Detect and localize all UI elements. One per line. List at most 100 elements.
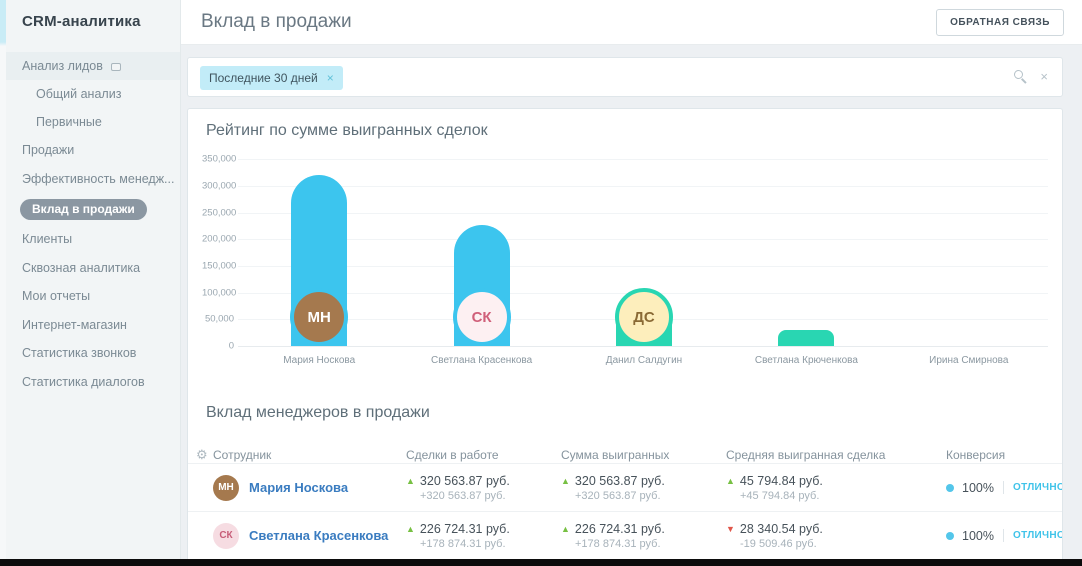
value-text: 226 724.31 руб. [574,521,665,536]
chart-ytick-4: 150,000 [202,260,237,272]
main-card: Рейтинг по сумме выигранных сделок 350,0… [187,108,1063,566]
employee-cell-1: СК Светлана Красенкова [213,522,406,549]
trend-up-icon: ▲ [561,523,570,534]
col-header-sum-won[interactable]: Сумма выигранных [561,448,670,462]
col-header-employee[interactable]: Сотрудник [213,448,272,462]
chart-avatar-0[interactable]: МН [290,288,349,346]
chart-ytick-7: 0 [228,340,234,352]
rating-badge[interactable]: ОТЛИЧНО [1012,530,1063,541]
conversion-divider [1002,481,1004,494]
chart-ytick-5: 100,000 [202,287,237,299]
trend-up-icon: ▲ [726,475,735,486]
sidebar: CRM-аналитика Анализ лидов Общий анализ Пе… [6,0,181,566]
conversion-value: 100% [962,528,994,543]
table-header: ⚙ Сотрудник Сделки в работе Сумма выигра… [188,447,1062,463]
delta-text: +178 874.31 руб. [575,537,661,550]
col-header-deals-in-work[interactable]: Сделки в работе [406,448,499,462]
sidebar-item-6[interactable]: Клиенты [22,232,73,246]
delta-text: +320 563.87 руб. [420,489,506,502]
value-text: 320 563.87 руб. [419,473,510,488]
deals-in-work-cell: ▲ 226 724.31 руб. +178 874.31 руб. [406,522,561,550]
chart-xlabel-0: Мария Носкова [283,355,356,366]
value-line: ▲ 320 563.87 руб. [406,474,561,488]
sidebar-nav: Анализ лидов Общий анализ Первичные Продажи… [6,52,180,396]
chart-gridline-1 [238,185,1048,187]
employee-name-link[interactable]: Светлана Красенкова [249,528,389,543]
value-line: ▲ 320 563.87 руб. [561,474,726,488]
sidebar-item-3[interactable]: Продажи [22,143,75,157]
filter-bar[interactable]: Последние 30 дней × × [187,57,1063,97]
chart-ytick-2: 250,000 [202,207,237,219]
trend-up-icon: ▲ [406,523,415,534]
conversion-value: 100% [962,480,994,495]
filter-clear-icon[interactable]: × [1040,69,1048,84]
chart-ytick-6: 50,000 [204,313,234,325]
trend-down-icon: ▼ [726,523,735,534]
delta-text: -19 509.46 руб. [740,537,817,550]
page-title: Вклад в продажи [201,11,352,32]
chip-close-icon[interactable]: × [326,71,334,85]
chart-avatar-1[interactable]: СК [452,288,511,346]
conversion-divider [1002,529,1004,542]
chart-ytick-1: 300,000 [202,180,237,192]
sidebar-item-1[interactable]: Общий анализ [36,87,122,101]
sidebar-item-7[interactable]: Сквозная аналитика [22,260,141,275]
avg-won-deal-cell: ▼ 28 340.54 руб. -19 509.46 руб. [726,522,946,550]
chart-avatar-2[interactable]: ДС [615,288,673,346]
conversion-cell-1: 100% ОТЛИЧНО [946,528,1063,543]
sidebar-item-8[interactable]: Мои отчеты [22,289,91,303]
app-brand: CRM-аналитика [22,13,141,30]
employee-name-link[interactable]: Мария Носкова [249,480,349,495]
sidebar-item-11[interactable]: Статистика диалогов [22,374,145,389]
table-row-1: СК Светлана Красенкова ▲ 226 724.31 руб. +17… [188,511,1062,559]
chart-gridline-2 [238,212,1048,214]
sum-won-cell: ▲ 320 563.87 руб. +320 563.87 руб. [561,474,726,502]
conversion-dot-icon [946,483,954,492]
value-line: ▲ 226 724.31 руб. [406,522,561,536]
value-text: 226 724.31 руб. [419,521,510,536]
sidebar-item-4[interactable]: Эффективность менедж... [22,171,175,186]
search-icon[interactable] [1014,70,1028,84]
col-header-avg-won-deal[interactable]: Средняя выигранная сделка [726,448,886,462]
filter-chip-label: Последние 30 дней [209,71,318,85]
employee-avatar: СК [213,522,239,549]
rating-badge[interactable]: ОТЛИЧНО [1012,482,1063,493]
filter-chip[interactable]: Последние 30 дней × [200,66,343,90]
search-icon-handle [1021,78,1028,84]
delta-text: +178 874.31 руб. [420,537,506,550]
chart-title: Рейтинг по сумме выигранных сделок [206,122,488,139]
feedback-button[interactable]: ОБРАТНАЯ СВЯЗЬ [936,9,1064,36]
sidebar-item-10[interactable]: Статистика звонков [22,346,137,360]
delta-text: +320 563.87 руб. [575,489,661,502]
chart-xlabel-2: Данил Салдугин [605,355,683,366]
value-text: 28 340.54 руб. [739,521,823,536]
sidebar-active-pill[interactable]: Вклад в продажи [20,199,147,221]
delta-text: +45 794.84 руб. [740,489,820,502]
bar-chart: 350,000 300,000 250,000 200,000 150,000 100,0… [202,155,1050,385]
panel-icon [110,62,121,71]
chart-bar-3[interactable] [778,330,835,346]
value-line: ▼ 28 340.54 руб. [726,522,946,536]
chart-gridline-4 [238,265,1048,267]
value-text: 45 794.84 руб. [739,473,823,488]
topbar: Вклад в продажи ОБРАТНАЯ СВЯЗЬ [181,0,1082,45]
sidebar-item-2[interactable]: Первичные [36,115,102,129]
sidebar-item-9[interactable]: Интернет-магазин [22,317,127,332]
conversion-cell-0: 100% ОТЛИЧНО [946,480,1063,495]
bottom-black-bar [0,559,1082,566]
col-header-conversion[interactable]: Конверсия [946,448,1006,462]
left-edge-strip [0,0,6,566]
sidebar-item-5[interactable]: Вклад в продажи [6,193,180,225]
chart-ytick-3: 200,000 [202,233,237,245]
chart-gridline-7 [238,346,1048,347]
sidebar-item-0[interactable]: Анализ лидов [6,52,180,80]
avg-won-deal-cell: ▲ 45 794.84 руб. +45 794.84 руб. [726,474,946,502]
chart-gridline-0 [238,159,1048,161]
table-title: Вклад менеджеров в продажи [206,404,430,421]
sum-won-cell: ▲ 226 724.31 руб. +178 874.31 руб. [561,522,726,550]
chart-xlabel-3: Светлана Крюченкова [754,355,858,366]
chart-xlabel-1: Светлана Красенкова [431,355,533,366]
employee-avatar: МН [213,474,239,501]
gear-icon[interactable]: ⚙ [196,447,208,462]
